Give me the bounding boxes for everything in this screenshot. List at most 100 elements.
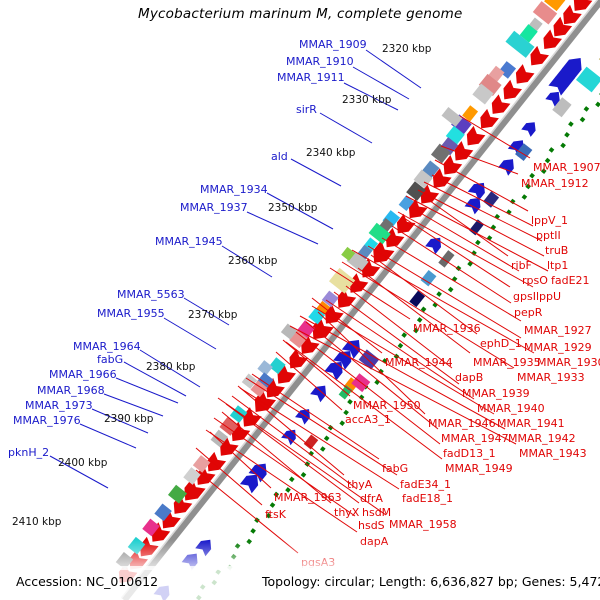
forward-gene-label[interactable]: fabG xyxy=(382,462,409,475)
feature-box[interactable] xyxy=(472,83,494,105)
forward-gene-label[interactable]: ephD_1 xyxy=(480,337,522,350)
feature-box[interactable] xyxy=(268,357,286,375)
reverse-gene-label[interactable]: fabG xyxy=(97,353,124,366)
forward-gene-arrow[interactable] xyxy=(381,227,405,252)
feature-box[interactable] xyxy=(519,24,538,43)
feature-box[interactable] xyxy=(257,360,273,376)
forward-gene-label[interactable]: pptII xyxy=(536,229,561,242)
feature-box[interactable] xyxy=(229,405,248,423)
forward-gene-label[interactable]: MMAR_1930 xyxy=(537,356,600,369)
reverse-gene-label[interactable]: MMAR_1966 xyxy=(49,368,117,381)
reverse-gene-arrow[interactable] xyxy=(324,357,347,381)
forward-gene-arrow[interactable] xyxy=(368,240,395,268)
feature-box[interactable] xyxy=(515,143,533,162)
reverse-gene-label[interactable]: MMAR_1973 xyxy=(25,399,93,412)
reverse-gene-arrow[interactable] xyxy=(295,405,314,425)
forward-gene-label[interactable]: MMAR_1943 xyxy=(519,447,587,460)
feature-box[interactable] xyxy=(445,125,465,145)
feature-box[interactable] xyxy=(183,467,201,485)
feature-box[interactable] xyxy=(505,30,535,58)
forward-gene-label[interactable]: accA3_1 xyxy=(345,413,391,426)
forward-gene-label[interactable]: MMAR_1947 xyxy=(441,432,509,445)
reverse-gene-label[interactable]: MMAR_1976 xyxy=(13,414,81,427)
forward-gene-label[interactable]: pepR xyxy=(514,306,543,319)
forward-gene-label[interactable]: MMAR_1936 xyxy=(413,322,481,335)
forward-gene-label[interactable]: rpsO xyxy=(522,274,548,287)
forward-gene-label[interactable]: fadE34_1 xyxy=(400,478,452,491)
reverse-gene-arrow[interactable] xyxy=(341,335,365,359)
reverse-gene-label[interactable]: MMAR_1955 xyxy=(97,307,165,320)
feature-box[interactable] xyxy=(483,191,500,208)
reverse-gene-label[interactable]: MMAR_1911 xyxy=(277,71,345,84)
feature-box[interactable] xyxy=(406,181,426,201)
forward-gene-label[interactable]: gpsI xyxy=(513,290,536,303)
forward-gene-label[interactable]: hsdM xyxy=(362,506,392,519)
feature-box[interactable] xyxy=(409,290,426,308)
forward-gene-arrow[interactable] xyxy=(333,288,357,312)
forward-gene-label[interactable]: MMAR_1946 xyxy=(428,417,496,430)
forward-gene-label[interactable]: fadE18_1 xyxy=(402,492,454,505)
forward-gene-label[interactable]: lppV_1 xyxy=(531,214,569,227)
reverse-gene-label[interactable]: MMAR_5563 xyxy=(117,288,185,301)
forward-gene-label[interactable]: thyA xyxy=(347,478,373,491)
forward-gene-label[interactable]: MMAR_1942 xyxy=(508,432,576,445)
forward-gene-label[interactable]: truB xyxy=(545,244,569,257)
reverse-gene-label[interactable]: sirR xyxy=(296,103,317,116)
forward-gene-arrow[interactable] xyxy=(569,0,593,16)
reverse-gene-label[interactable]: MMAR_1909 xyxy=(299,38,367,51)
feature-box[interactable] xyxy=(167,484,188,504)
forward-gene-label[interactable]: MMAR_1963 xyxy=(274,491,342,504)
forward-gene-arrow[interactable] xyxy=(525,45,549,70)
forward-gene-arrow[interactable] xyxy=(549,16,573,41)
forward-gene-arrow[interactable] xyxy=(203,451,227,476)
forward-gene-label[interactable]: ribF xyxy=(511,259,532,272)
feature-box[interactable] xyxy=(142,518,160,537)
reverse-gene-label[interactable]: MMAR_1968 xyxy=(37,384,105,397)
forward-gene-label[interactable]: MMAR_1935 xyxy=(473,356,541,369)
forward-gene-label[interactable]: fadE21 xyxy=(551,274,590,287)
feature-box[interactable] xyxy=(441,106,463,127)
forward-gene-arrow[interactable] xyxy=(345,273,369,297)
feature-box[interactable] xyxy=(154,503,172,522)
feature-box[interactable] xyxy=(280,323,298,340)
forward-gene-arrow[interactable] xyxy=(238,407,262,431)
forward-gene-label[interactable]: MMAR_1939 xyxy=(462,387,530,400)
reverse-gene-arrow[interactable] xyxy=(425,234,445,255)
reverse-gene-arrow[interactable] xyxy=(545,88,563,107)
feature-box[interactable] xyxy=(303,434,319,450)
reverse-gene-arrow[interactable] xyxy=(310,382,330,403)
reverse-gene-label[interactable]: pknH_2 xyxy=(8,446,50,459)
forward-gene-label[interactable]: MMAR_1940 xyxy=(477,402,545,415)
feature-box[interactable] xyxy=(430,143,451,164)
reverse-gene-arrow[interactable] xyxy=(467,178,490,201)
forward-gene-label[interactable]: MMAR_1958 xyxy=(389,518,457,531)
forward-gene-label[interactable]: MMAR_1912 xyxy=(521,177,589,190)
reverse-gene-label[interactable]: MMAR_1964 xyxy=(73,340,141,353)
feature-box[interactable] xyxy=(250,380,268,398)
forward-gene-arrow[interactable] xyxy=(538,29,562,53)
feature-box[interactable] xyxy=(219,416,239,436)
forward-gene-label[interactable]: MMAR_1927 xyxy=(524,324,592,337)
forward-gene-label[interactable]: MMAR_1933 xyxy=(517,371,585,384)
forward-gene-label[interactable]: dapB xyxy=(455,371,484,384)
forward-gene-arrow[interactable] xyxy=(179,477,206,506)
feature-box[interactable] xyxy=(420,270,437,287)
forward-gene-label[interactable]: MMAR_1949 xyxy=(445,462,513,475)
forward-gene-label[interactable]: lppU xyxy=(536,290,562,303)
forward-gene-label[interactable]: MMAR_1950 xyxy=(353,399,421,412)
forward-gene-label[interactable]: hsdS xyxy=(358,519,385,532)
feature-box[interactable] xyxy=(241,373,258,389)
feature-box[interactable] xyxy=(358,349,380,370)
forward-gene-label[interactable]: fadD13_1 xyxy=(443,447,496,460)
forward-gene-label[interactable]: ftsK xyxy=(265,508,286,521)
reverse-gene-label[interactable]: MMAR_1934 xyxy=(200,183,268,196)
forward-gene-arrow[interactable] xyxy=(498,79,522,104)
reverse-gene-label[interactable]: ald xyxy=(271,150,288,163)
forward-gene-label[interactable]: ltp1 xyxy=(547,259,569,272)
reverse-gene-arrow[interactable] xyxy=(548,70,573,96)
reverse-gene-label[interactable]: MMAR_1945 xyxy=(155,235,223,248)
feature-box[interactable] xyxy=(552,97,572,118)
feature-box[interactable] xyxy=(328,267,356,294)
forward-gene-arrow[interactable] xyxy=(404,198,428,223)
forward-gene-label[interactable]: MMAR_1941 xyxy=(497,417,565,430)
